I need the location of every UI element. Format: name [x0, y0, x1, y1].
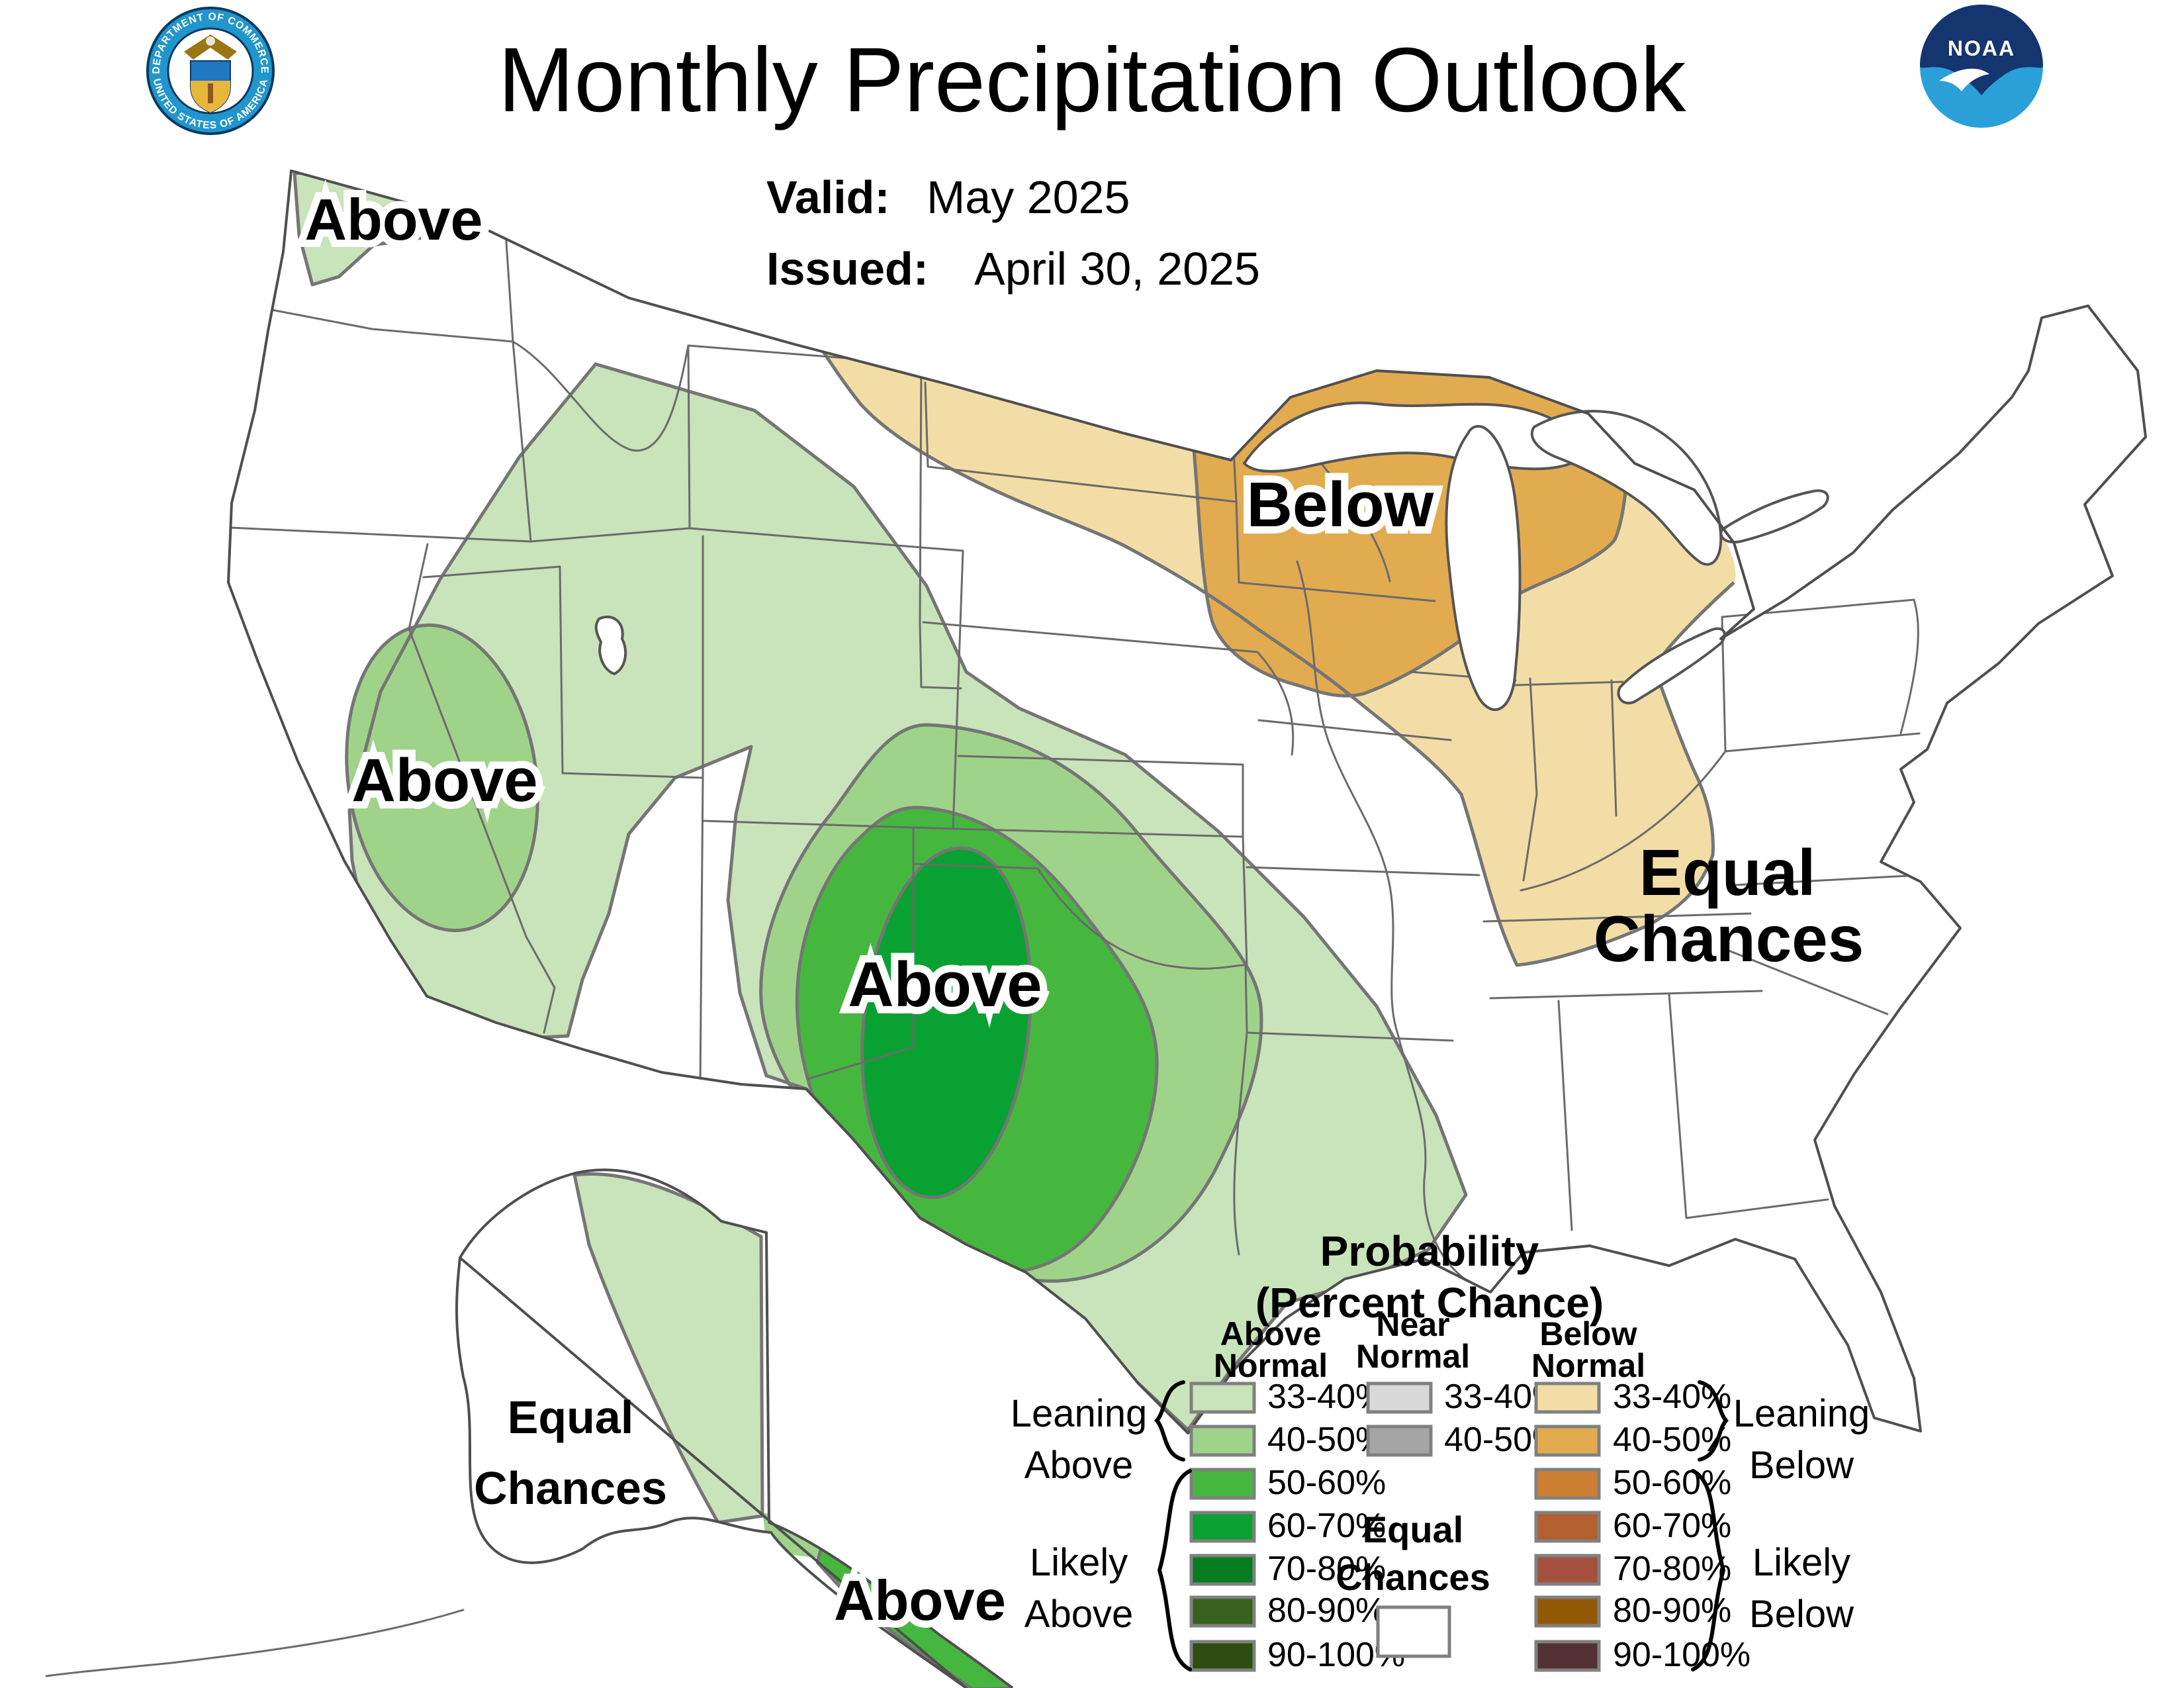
aleutian-islands	[45, 1609, 465, 1677]
legend-equal-1: Equal	[1363, 1509, 1463, 1550]
pct-below-6: 90-100%	[1613, 1636, 1751, 1674]
pct-above-1: 40-50%	[1267, 1421, 1386, 1459]
likely-above-2: Above	[1024, 1593, 1133, 1636]
map-label-layer: Above Above Above Below Equal Chances Eq…	[298, 179, 1864, 1640]
doc-seal-shield-icon	[190, 60, 231, 114]
noaa-gull-icon	[1939, 68, 1989, 91]
label-ak-equal-2: Chances	[474, 1462, 667, 1514]
label-midwest-below: Below	[1247, 469, 1434, 540]
lake-huron	[1530, 410, 1723, 566]
pct-above-3: 60-70%	[1267, 1507, 1386, 1545]
brace-likely-below	[1691, 1469, 1726, 1671]
doc-seal-eagle-icon	[184, 34, 237, 60]
swatch-below-90-100	[1534, 1640, 1601, 1672]
swatch-below-60-70	[1534, 1511, 1601, 1543]
label-wa-above: Above	[305, 187, 483, 252]
swatch-above-80-90	[1189, 1595, 1256, 1628]
legend-equal-2: Chances	[1336, 1556, 1490, 1598]
lake-erie	[1617, 627, 1726, 704]
lake-ontario	[1719, 489, 1829, 543]
pct-above-2: 50-60%	[1267, 1464, 1386, 1502]
leaning-below-1: Leaning	[1733, 1392, 1870, 1435]
brace-leaning-above	[1154, 1380, 1185, 1462]
ak-region-above-33-40	[574, 1174, 762, 1523]
label-tx-above: Above	[848, 949, 1042, 1020]
state-borders	[228, 220, 1922, 1289]
region-below-40-50	[1185, 301, 1627, 696]
legend-col-near-2: Normal	[1356, 1338, 1470, 1375]
legend-title-2: (Percent Chance)	[1255, 1279, 1604, 1327]
likely-below-1: Likely	[1752, 1541, 1850, 1584]
issued-label: Issued:	[766, 243, 929, 295]
label-east-equal-1: Equal	[1639, 836, 1816, 909]
noaa-logo-text: NOAA	[1948, 36, 2015, 60]
leaning-above-2: Above	[1024, 1444, 1133, 1487]
swatch-above-90-100	[1189, 1640, 1256, 1672]
brace-leaning-below	[1698, 1380, 1729, 1462]
swatch-above-50-60	[1189, 1468, 1256, 1500]
legend-col-below-2: Normal	[1531, 1347, 1645, 1384]
page-title: Monthly Precipitation Outlook	[498, 29, 1687, 131]
pct-above-4: 70-80%	[1267, 1550, 1386, 1588]
swatch-below-50-60	[1534, 1468, 1601, 1500]
pct-below-4: 70-80%	[1613, 1550, 1731, 1588]
swatch-above-60-70	[1189, 1511, 1256, 1543]
likely-above-1: Likely	[1030, 1541, 1128, 1584]
legend: Probability (Percent Chance) Above Norma…	[1011, 1227, 1870, 1674]
label-ak-above: Above	[834, 1570, 1006, 1632]
legend-col-below-1: Below	[1539, 1315, 1637, 1352]
alaska-outline	[455, 1168, 1014, 1688]
legend-col-near-1: Near	[1376, 1306, 1449, 1343]
likely-below-2: Below	[1749, 1593, 1854, 1636]
lake-michigan	[1445, 425, 1522, 712]
noaa-logo: NOAA	[1920, 5, 2043, 128]
valid-label: Valid:	[766, 171, 890, 223]
valid-value: May 2025	[927, 171, 1130, 223]
label-east-equal-2: Chances	[1594, 902, 1864, 975]
swatch-near-40-50	[1366, 1425, 1433, 1457]
swatch-near-33-40	[1366, 1382, 1433, 1414]
leaning-below-2: Below	[1749, 1444, 1854, 1487]
swatch-above-40-50	[1189, 1425, 1256, 1457]
label-ak-equal-1: Equal	[508, 1391, 634, 1443]
great-salt-lake	[594, 615, 627, 675]
conus-outline	[227, 169, 2147, 1434]
issued-value: April 30, 2025	[974, 243, 1260, 295]
swatch-equal-chances	[1376, 1605, 1451, 1658]
swatch-below-80-90	[1534, 1595, 1601, 1628]
region-nv-above-40-50	[346, 625, 538, 931]
legend-col-above-1: Above	[1220, 1315, 1322, 1352]
brace-likely-above	[1157, 1469, 1192, 1671]
leaning-above-1: Leaning	[1011, 1392, 1147, 1435]
swatch-below-70-80	[1534, 1554, 1601, 1586]
swatch-above-70-80	[1189, 1554, 1256, 1586]
pct-above-5: 80-90%	[1267, 1591, 1386, 1630]
pct-above-0: 33-40%	[1267, 1378, 1386, 1416]
swatch-below-40-50	[1534, 1425, 1601, 1457]
label-nv-above: Above	[351, 747, 537, 814]
pct-below-0: 33-40%	[1613, 1378, 1731, 1416]
legend-title-1: Probability	[1320, 1227, 1539, 1275]
region-tx-above-60-70	[862, 848, 1031, 1197]
great-lakes	[1243, 401, 1829, 712]
swatch-above-33-40	[1189, 1382, 1256, 1414]
pct-below-2: 50-60%	[1613, 1464, 1731, 1502]
pct-below-1: 40-50%	[1613, 1421, 1731, 1459]
doc-seal: DEPARTMENT OF COMMERCE UNITED STATES OF …	[146, 7, 275, 135]
swatch-below-33-40	[1534, 1382, 1601, 1414]
legend-col-above-2: Normal	[1214, 1347, 1328, 1384]
